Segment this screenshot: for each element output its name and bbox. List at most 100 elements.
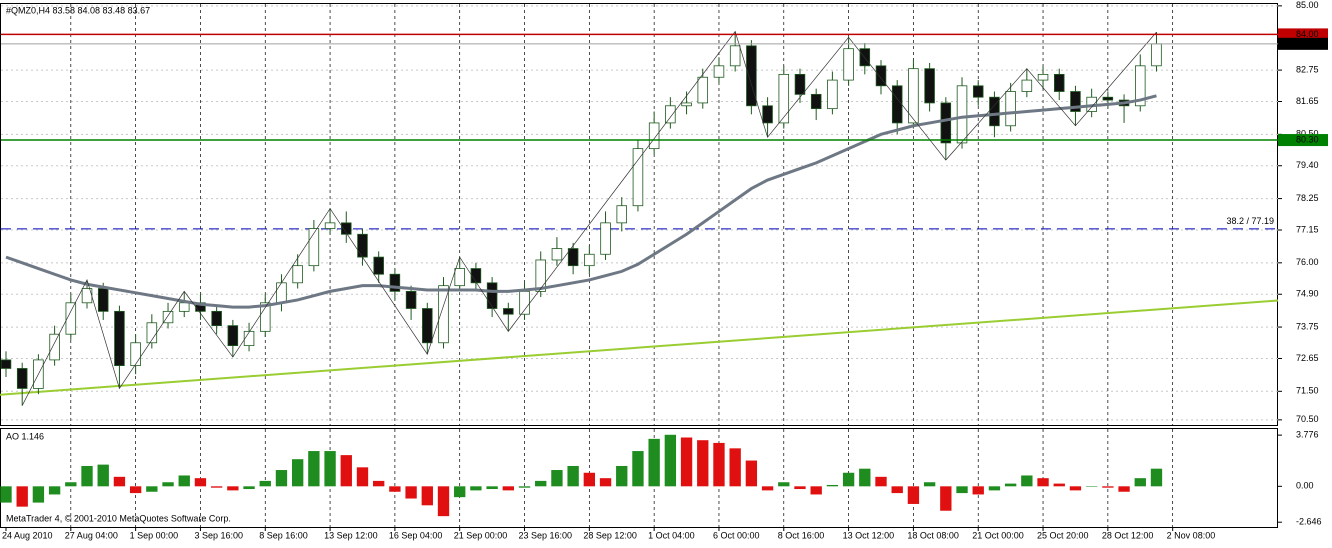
ao-bar [940,486,952,511]
candle-body [713,65,725,78]
candle-body [697,76,709,104]
ao-bar [291,459,304,487]
x-tick-label: 25 Oct 20:00 [1037,530,1089,540]
candle-body [924,68,935,104]
y-tick-label: 71.50 [1296,386,1319,396]
candle-body [65,302,77,335]
candle-body [1005,91,1016,127]
ao-bar [535,480,547,487]
ao-bar [162,482,174,487]
candle-body [49,333,60,361]
ao-bar [210,486,223,488]
x-tick-label: 6 Oct 00:00 [713,530,760,540]
ao-bar [97,464,109,487]
y-tick-label: 78.25 [1296,193,1319,203]
bid-tag [1278,37,1328,50]
ao-bar [486,486,498,490]
ao-bar [437,486,450,517]
ao-bar [632,451,644,487]
ao-bar [129,486,142,494]
moving-average [5,94,1157,309]
candle-body [1151,43,1162,67]
candle-body [794,73,806,95]
candle-body [503,308,514,315]
candle-body [600,222,611,255]
candle-body [276,282,287,304]
ao-bar [389,486,401,492]
candle-body [454,268,465,287]
ao-bar [405,486,417,499]
candle-body [341,222,352,235]
x-tick-label: 24 Aug 2010 [2,530,53,540]
candle-body [972,85,984,98]
y-tick-label: 76.00 [1296,257,1319,267]
y-tick-label: -2.646 [1296,517,1322,527]
x-tick-label: 18 Oct 08:00 [907,530,959,540]
y-tick-label: 82.75 [1296,64,1319,74]
candle-body [875,65,887,87]
candle-body [648,122,660,150]
ao-bar [972,486,984,495]
ao-bar [48,486,61,495]
ao-bar [1053,483,1065,487]
level-label: 84.00 [1296,29,1319,39]
main-panel [0,3,1278,426]
candle-body [227,325,239,347]
candle-body [956,85,968,144]
x-tick-label: 1 Sep 00:00 [130,530,179,540]
ao-bar [275,470,288,487]
ao-bar [988,486,1001,491]
x-tick-label: 27 Aug 04:00 [65,530,118,540]
ao-bar [810,486,822,495]
x-tick-label: 2 Nov 08:00 [1167,530,1216,540]
ao-bar [65,482,77,487]
ao-bar [599,478,612,487]
ao-bar [761,486,774,491]
ao-bar [1134,478,1146,487]
y-tick-label: 70.50 [1296,414,1319,424]
ao-bar [373,480,385,487]
candle-body [130,342,141,367]
candle-body [762,105,773,124]
ao-bar [875,476,887,487]
ao-bar [16,486,28,507]
candle-body [535,259,546,292]
ao-bar [1037,478,1049,487]
candle-body [827,79,838,110]
candle-body [16,368,28,389]
candle-body [292,265,303,284]
ao-bar [32,486,45,503]
candle-body [551,248,563,261]
candle-body [632,148,644,207]
y-tick-label: 74.90 [1296,289,1319,299]
ao-bar [713,442,725,487]
ao-bar [842,472,855,487]
ao-bar [745,460,758,487]
level-label: 80.30 [1296,134,1319,144]
ao-bar [1085,486,1098,487]
ao-bar [923,482,936,487]
ao-bar [146,486,158,492]
trendline [0,299,1279,396]
ao-bar [470,486,482,491]
ao-bar [794,486,806,490]
ao-bar [956,486,968,494]
candle-body [243,330,255,347]
candle-body [114,310,125,367]
x-tick-label: 28 Sep 12:00 [583,530,637,540]
candle-body [584,253,595,267]
y-tick-label: 80.50 [1296,129,1319,139]
candle-body [373,256,384,275]
y-tick-label: 73.75 [1296,321,1319,331]
candle-body [989,96,1000,127]
ao-bar [518,486,531,488]
candle-body [97,288,109,312]
y-tick-label: 77.15 [1296,224,1319,234]
ao-bar [697,440,709,487]
candle-body [389,273,401,292]
ao-bar [859,468,871,487]
ao-bar [81,465,93,487]
ao-bar [421,486,433,506]
ao-bar [113,476,126,487]
